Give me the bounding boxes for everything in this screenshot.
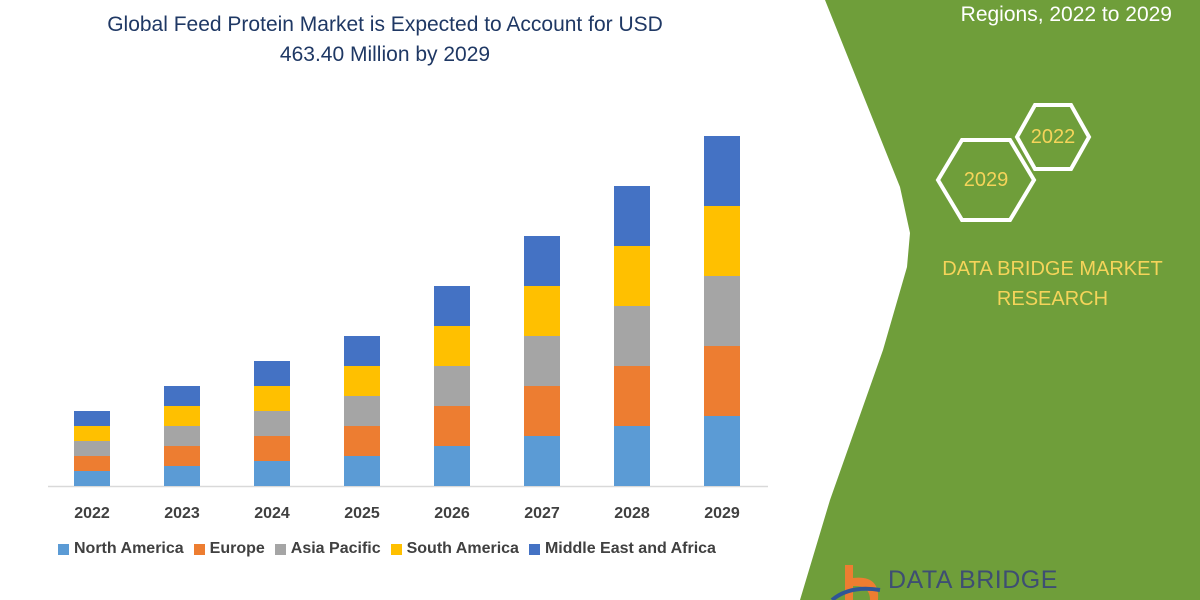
- hex-label-2022: 2022: [1030, 126, 1076, 148]
- bar-segment-2022-north-america: [74, 471, 110, 486]
- bar-segment-2027-asia-pacific: [524, 336, 560, 386]
- bar-segment-2028-middle-east-and-africa: [614, 186, 650, 246]
- bar-segment-2024-south-america: [254, 386, 290, 411]
- legend-item: Europe: [193, 540, 265, 558]
- hexagon-2029-icon: [935, 138, 1037, 222]
- bar-segment-2027-middle-east-and-africa: [524, 236, 560, 286]
- legend-swatch: [274, 543, 286, 555]
- logo-icon: [830, 565, 881, 600]
- x-tick-label: 2028: [614, 505, 650, 522]
- bar-segment-2029-middle-east-and-africa: [704, 136, 740, 206]
- bar-segment-2026-asia-pacific: [434, 366, 470, 406]
- legend-item: Middle East and Africa: [528, 540, 716, 558]
- bar-segment-2023-europe: [164, 446, 200, 466]
- legend-item: South America: [390, 540, 519, 558]
- bar-segment-2025-middle-east-and-africa: [344, 336, 380, 366]
- bar-segment-2025-europe: [344, 426, 380, 456]
- x-tick-label: 2025: [344, 505, 380, 522]
- legend-label: Middle East and Africa: [544, 540, 716, 557]
- bar-segment-2023-asia-pacific: [164, 426, 200, 446]
- bar-segment-2025-asia-pacific: [344, 396, 380, 426]
- brand-text: DATA BRIDGE MARKET RESEARCH: [920, 254, 1185, 314]
- bar-segment-2022-middle-east-and-africa: [74, 411, 110, 426]
- bar-segment-2027-north-america: [524, 436, 560, 486]
- legend-item: Asia Pacific: [274, 540, 381, 558]
- bar-segment-2026-middle-east-and-africa: [434, 286, 470, 326]
- chart-title: Global Feed Protein Market is Expected t…: [40, 10, 730, 70]
- legend-label: South America: [406, 540, 519, 557]
- bar-segment-2028-asia-pacific: [614, 306, 650, 366]
- x-tick-label: 2024: [254, 505, 290, 522]
- x-tick-label: 2026: [434, 505, 470, 522]
- legend-swatch: [193, 543, 205, 555]
- x-tick-label: 2023: [164, 505, 200, 522]
- brand-line-2: RESEARCH: [996, 288, 1109, 310]
- bar-segment-2029-asia-pacific: [704, 276, 740, 346]
- bar-segment-2027-europe: [524, 386, 560, 436]
- title-line-2: 463.40 Million by 2029: [279, 43, 491, 66]
- bar-segment-2029-south-america: [704, 206, 740, 276]
- legend-swatch: [528, 543, 540, 555]
- bar-segment-2028-europe: [614, 366, 650, 426]
- bar-segment-2022-south-america: [74, 426, 110, 441]
- bar-segment-2022-europe: [74, 456, 110, 471]
- bar-segment-2028-north-america: [614, 426, 650, 486]
- brand-line-1: DATA BRIDGE MARKET: [942, 258, 1163, 280]
- x-tick-label: 2022: [74, 505, 110, 522]
- subtitle: Regions, 2022 to 2029: [960, 3, 1172, 26]
- bar-segment-2026-north-america: [434, 446, 470, 486]
- bar-segment-2028-south-america: [614, 246, 650, 306]
- legend-label: Europe: [209, 540, 265, 557]
- legend-swatch: [390, 543, 402, 555]
- x-tick-label: 2029: [704, 505, 740, 522]
- green-panel: [800, 0, 1200, 600]
- title-line-1: Global Feed Protein Market is Expected t…: [107, 13, 663, 36]
- bar-segment-2026-south-america: [434, 326, 470, 366]
- bar-segment-2023-south-america: [164, 406, 200, 426]
- x-tick-label: 2027: [524, 505, 560, 522]
- hex-label-2029: 2029: [963, 169, 1009, 191]
- bar-segment-2024-europe: [254, 436, 290, 461]
- legend-item: North America: [58, 540, 184, 558]
- legend-label: Asia Pacific: [290, 540, 381, 557]
- bar-segment-2023-middle-east-and-africa: [164, 386, 200, 406]
- hexagon-2022-icon: [1014, 103, 1092, 171]
- bar-segment-2025-south-america: [344, 366, 380, 396]
- bar-segment-2026-europe: [434, 406, 470, 446]
- bar-segment-2022-asia-pacific: [74, 441, 110, 456]
- logo-text: DATA BRIDGE: [888, 566, 1058, 594]
- bar-segment-2029-europe: [704, 346, 740, 416]
- bar-segment-2027-south-america: [524, 286, 560, 336]
- bar-segment-2024-middle-east-and-africa: [254, 361, 290, 386]
- bar-segment-2024-north-america: [254, 461, 290, 486]
- bar-segment-2029-north-america: [704, 416, 740, 486]
- legend: North America Europe Asia Pacific South Ame…: [58, 540, 716, 558]
- bar-segment-2025-north-america: [344, 456, 380, 486]
- bar-segment-2023-north-america: [164, 466, 200, 486]
- legend-swatch: [58, 543, 69, 555]
- bar-segment-2024-asia-pacific: [254, 411, 290, 436]
- legend-label: North America: [74, 540, 184, 557]
